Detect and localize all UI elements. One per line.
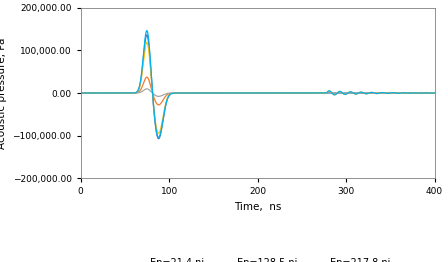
Ep=21.4 nj (206, 91, 211, 95)
Ep=217.8 nj (340, 92, 346, 95)
Ep=21.4 nj (96, 91, 101, 95)
Ep=57.1 nj (340, 92, 346, 95)
Ep=57.1 nj (156, 103, 161, 106)
Ep=128.5 nj (288, 91, 293, 95)
Line: Ep=185.6 nj: Ep=185.6 nj (81, 42, 435, 133)
Ep=217.8 nj (288, 91, 293, 95)
Line: Ep=57.1 nj: Ep=57.1 nj (81, 77, 435, 105)
Ep=185.6 nj (144, 41, 150, 44)
Ep=217.8 nj (144, 29, 150, 32)
Ep=185.6 nj (156, 132, 161, 135)
Ep=185.6 nj (340, 92, 346, 95)
Ep=128.5 nj (96, 91, 101, 95)
Ep=57.1 nj (303, 91, 308, 95)
Ep=217.8 nj (432, 91, 437, 95)
Ep=185.6 nj (359, 91, 365, 94)
Ep=57.1 nj (144, 76, 150, 79)
Ep=21.4 nj (340, 91, 346, 95)
X-axis label: Time,  ns: Time, ns (234, 202, 281, 212)
Ep=217.8 nj (78, 91, 83, 95)
Line: Ep=128.5 nj: Ep=128.5 nj (81, 89, 435, 96)
Ep=128.5 nj (303, 91, 308, 95)
Ep=128.5 nj (144, 87, 150, 90)
Y-axis label: Acoustic pressure, Pa: Acoustic pressure, Pa (0, 37, 7, 149)
Ep=21.4 nj (78, 91, 83, 95)
Ep=57.1 nj (78, 91, 83, 95)
Ep=185.6 nj (432, 91, 437, 95)
Ep=21.4 nj (144, 33, 150, 36)
Ep=21.4 nj (288, 91, 293, 95)
Ep=128.5 nj (156, 95, 161, 98)
Ep=128.5 nj (359, 91, 365, 94)
Ep=57.1 nj (288, 91, 293, 95)
Ep=217.8 nj (359, 91, 365, 94)
Ep=57.1 nj (432, 91, 437, 95)
Ep=57.1 nj (96, 91, 101, 95)
Line: Ep=21.4 nj: Ep=21.4 nj (81, 35, 435, 139)
Ep=185.6 nj (206, 91, 211, 95)
Ep=21.4 nj (359, 91, 365, 95)
Ep=217.8 nj (303, 91, 308, 95)
Ep=185.6 nj (96, 91, 101, 95)
Ep=128.5 nj (78, 91, 83, 95)
Ep=21.4 nj (156, 137, 161, 140)
Ep=217.8 nj (206, 91, 211, 95)
Ep=128.5 nj (340, 92, 346, 95)
Ep=185.6 nj (303, 91, 308, 95)
Ep=185.6 nj (288, 91, 293, 95)
Ep=21.4 nj (432, 91, 437, 95)
Ep=57.1 nj (359, 91, 365, 94)
Legend: Ep=21.4 nj, Ep=57.1 nj, Ep=128.5 nj, Ep=185.6 nj, Ep=217.8 nj: Ep=21.4 nj, Ep=57.1 nj, Ep=128.5 nj, Ep=… (121, 255, 395, 262)
Ep=21.4 nj (303, 91, 308, 95)
Ep=128.5 nj (432, 91, 437, 95)
Line: Ep=217.8 nj: Ep=217.8 nj (81, 31, 435, 137)
Ep=217.8 nj (156, 136, 161, 139)
Ep=128.5 nj (206, 91, 211, 95)
Ep=217.8 nj (96, 91, 101, 95)
Ep=185.6 nj (78, 91, 83, 95)
Ep=57.1 nj (206, 91, 211, 95)
